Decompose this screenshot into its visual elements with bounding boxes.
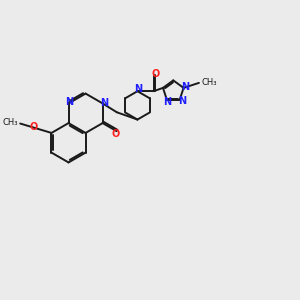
Text: CH₃: CH₃: [2, 118, 18, 127]
Text: N: N: [178, 96, 187, 106]
Text: N: N: [134, 85, 142, 94]
Text: N: N: [181, 82, 189, 92]
Text: N: N: [164, 97, 172, 107]
Text: O: O: [112, 129, 120, 139]
Text: N: N: [100, 98, 108, 108]
Text: CH₃: CH₃: [202, 77, 217, 86]
Text: N: N: [65, 97, 73, 107]
Text: O: O: [151, 69, 160, 79]
Text: O: O: [29, 122, 38, 132]
